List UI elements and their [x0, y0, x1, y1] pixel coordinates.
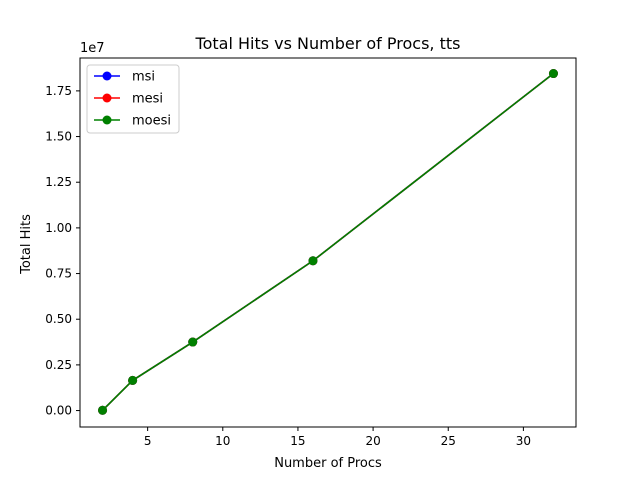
legend-box: [86, 64, 180, 134]
legend-swatch-marker: [102, 71, 112, 81]
y-tick-label: 0.75: [45, 267, 72, 281]
axes-frame: [79, 57, 577, 428]
y-tick-label: 0.00: [45, 404, 72, 418]
legend-label: mesi: [132, 92, 163, 107]
x-tick-label: 25: [441, 434, 456, 448]
legend-swatch-marker: [102, 115, 112, 125]
legend: msi mesi moesi: [86, 64, 180, 134]
axis-ticks: 5 10 15 20 25 30 0.00 0.25 0.50 0.75 1.00 1.25 1.50 1…: [45, 84, 531, 448]
y-tick-label: 0.25: [45, 358, 72, 372]
data-point-moesi: [128, 375, 138, 385]
plot-series: [98, 69, 558, 415]
legend-item-mesi: mesi: [94, 92, 163, 107]
series-moesi: [98, 69, 558, 415]
x-tick-label: 30: [516, 434, 531, 448]
x-axis-label: Number of Procs: [274, 456, 382, 471]
legend-item-msi: msi: [94, 70, 155, 85]
legend-item-moesi: moesi: [94, 114, 171, 129]
y-tick-label: 1.75: [45, 84, 72, 98]
y-tick-label: 1.50: [45, 130, 72, 144]
x-tick-label: 15: [290, 434, 305, 448]
y-tick-label: 0.50: [45, 312, 72, 326]
data-point-moesi: [548, 69, 558, 79]
y-tick-label: 1.25: [45, 175, 72, 189]
x-tick-label: 5: [144, 434, 152, 448]
data-point-moesi: [188, 337, 198, 347]
data-point-moesi: [308, 256, 318, 266]
legend-label: msi: [132, 70, 155, 85]
y-offset-label: 1e7: [80, 41, 105, 56]
legend-label: moesi: [132, 114, 171, 129]
data-point-moesi: [98, 405, 108, 415]
legend-swatch-marker: [102, 93, 112, 103]
chart-title: Total Hits vs Number of Procs, tts: [195, 34, 461, 53]
y-axis-label: Total Hits: [19, 214, 34, 275]
y-tick-label: 1.00: [45, 221, 72, 235]
x-tick-label: 20: [365, 434, 380, 448]
x-tick-label: 10: [215, 434, 230, 448]
